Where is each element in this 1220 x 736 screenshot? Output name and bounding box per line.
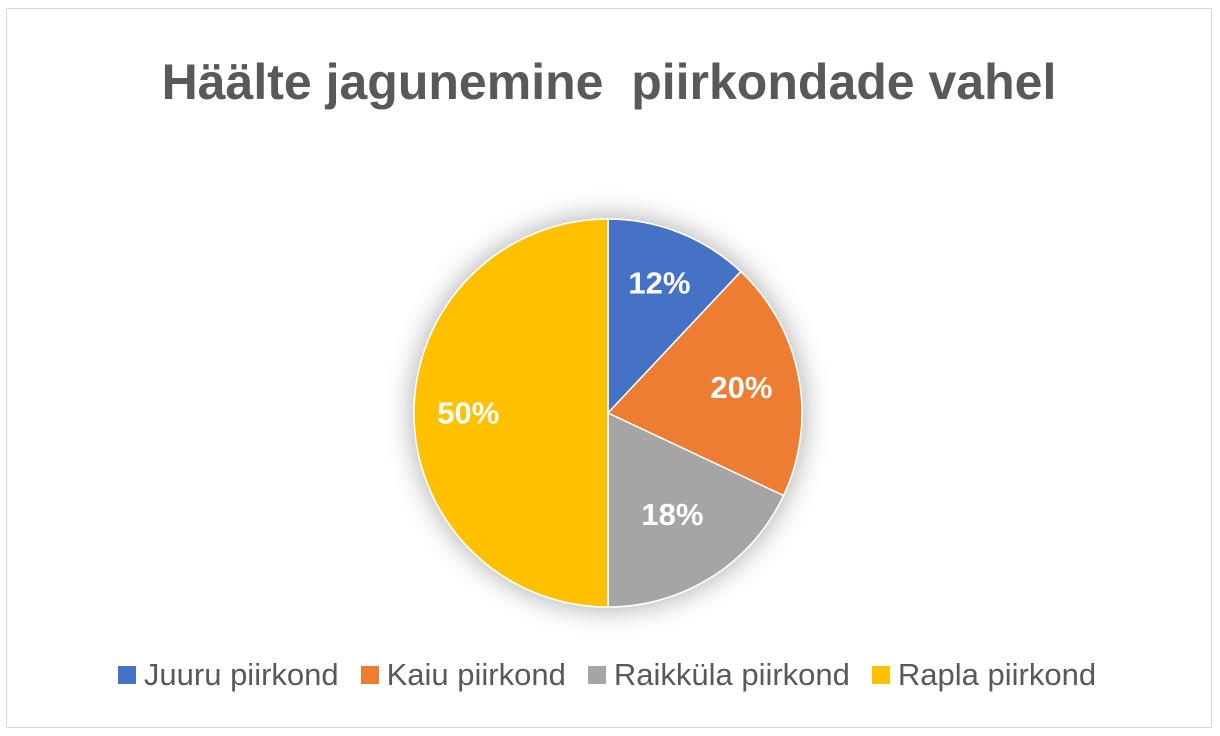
chart-legend: Juuru piirkond Kaiu piirkond Raikküla piir… [66, 644, 1148, 706]
legend-swatch-3 [871, 666, 890, 684]
pie-slice-1 [606, 270, 803, 497]
legend-swatch-1 [360, 666, 379, 684]
legend-label-2: Raikküla piirkond [613, 657, 850, 692]
data-label-1: 20% [710, 370, 772, 405]
chart-title: Häälte jagunemine piirkondade vahel [161, 54, 1057, 110]
pie-slice-2 [607, 411, 785, 608]
legend-label-3: Rapla piirkond [897, 657, 1097, 692]
data-label-2: 18% [641, 497, 703, 532]
legend-item-1: Kaiu piirkond [360, 657, 566, 693]
legend-label-0: Juuru piirkond [143, 657, 339, 692]
legend-item-3: Rapla piirkond [871, 657, 1097, 693]
legend-item-2: Raikküla piirkond [587, 657, 850, 693]
data-label-0: 12% [628, 266, 690, 301]
pie-slice-3 [413, 218, 609, 608]
chart-area: Häälte jagunemine piirkondade vahel [6, 8, 1212, 728]
data-label-3: 50% [437, 396, 499, 431]
legend-item-0: Juuru piirkond [117, 657, 339, 693]
pie-slice-0 [607, 218, 742, 415]
legend-swatch-0 [117, 666, 136, 684]
legend-label-1: Kaiu piirkond [386, 657, 566, 692]
legend-swatch-2 [587, 666, 606, 684]
